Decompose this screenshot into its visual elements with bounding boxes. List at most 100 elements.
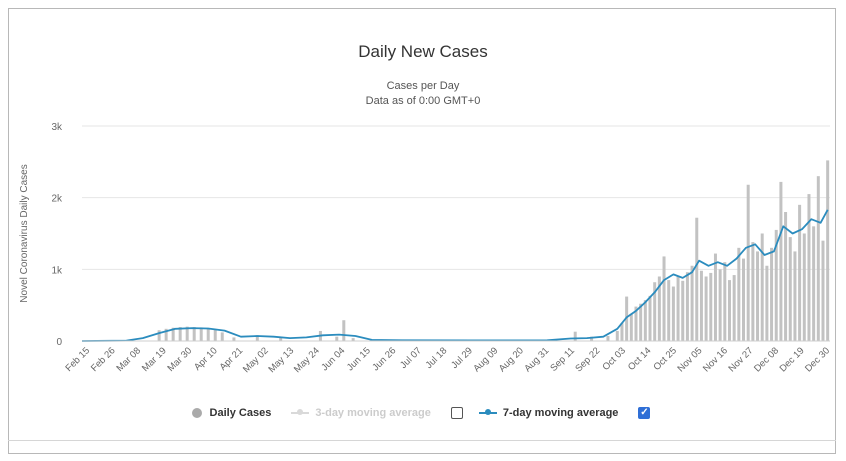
legend-3day-label: 3-day moving average bbox=[315, 407, 431, 419]
x-tick-label: Oct 03 bbox=[600, 345, 628, 373]
x-tick-label: May 13 bbox=[266, 345, 296, 375]
bar-daily-cases bbox=[667, 280, 671, 341]
bar-daily-cases bbox=[704, 276, 708, 341]
checkbox-3day-average[interactable] bbox=[450, 407, 463, 419]
bar-daily-cases bbox=[812, 226, 816, 341]
bar-daily-cases bbox=[685, 272, 689, 341]
bar-daily-cases bbox=[255, 335, 259, 341]
bar-daily-cases bbox=[681, 280, 685, 341]
y-axis-title: Novel Coronavirus Daily Cases bbox=[19, 164, 30, 302]
bar-daily-cases bbox=[695, 217, 699, 341]
x-tick-label: Jul 18 bbox=[424, 345, 450, 371]
bar-daily-cases bbox=[185, 326, 189, 341]
legend-daily-cases[interactable]: Daily Cases bbox=[191, 407, 272, 419]
bar-daily-cases bbox=[826, 160, 830, 341]
bar-daily-cases bbox=[615, 330, 619, 341]
x-tick-label: Aug 09 bbox=[471, 345, 500, 374]
x-tick-label: Oct 14 bbox=[626, 345, 654, 373]
bar-daily-cases bbox=[793, 251, 797, 341]
chart-subtitle: Cases per Day bbox=[386, 80, 460, 92]
bar-daily-cases bbox=[816, 176, 820, 341]
bar-daily-cases bbox=[206, 328, 210, 341]
x-tick-label: Jun 26 bbox=[370, 345, 398, 373]
checkbox-7day-average[interactable]: ✓ bbox=[638, 407, 651, 419]
legend: Daily Cases 3-day moving average 7-day m… bbox=[0, 402, 846, 424]
bar-daily-cases bbox=[657, 276, 661, 341]
bar-daily-cases bbox=[625, 296, 629, 341]
bar-daily-cases bbox=[676, 276, 680, 341]
bar-daily-cases bbox=[807, 194, 811, 341]
bar-daily-cases bbox=[232, 337, 236, 341]
legend-daily-cases-marker bbox=[191, 408, 202, 418]
bar-daily-cases bbox=[784, 212, 788, 341]
bar-daily-cases bbox=[718, 269, 722, 341]
bar-daily-cases bbox=[157, 330, 161, 341]
x-tick-label: May 24 bbox=[292, 345, 322, 375]
bar-daily-cases bbox=[727, 280, 731, 341]
bar-daily-cases bbox=[573, 331, 577, 341]
bar-daily-cases bbox=[220, 332, 224, 341]
bar-daily-cases bbox=[751, 242, 755, 341]
x-tick-label: Nov 16 bbox=[701, 345, 730, 374]
x-tick-label: Dec 08 bbox=[752, 345, 781, 374]
legend-7day-marker bbox=[478, 409, 497, 415]
x-tick-label: Nov 27 bbox=[726, 345, 755, 374]
x-tick-label: Feb 15 bbox=[63, 345, 92, 374]
chart-subtitle-date: Data as of 0:00 GMT+0 bbox=[365, 95, 481, 107]
bar-daily-cases bbox=[723, 262, 727, 341]
x-tick-label: Aug 20 bbox=[497, 345, 526, 374]
legend-7day-average[interactable]: 7-day moving average bbox=[478, 407, 619, 419]
x-tick-label: Jul 07 bbox=[398, 345, 424, 371]
x-tick-label: Jun 04 bbox=[319, 345, 347, 373]
x-tick-label: Apr 10 bbox=[192, 345, 220, 373]
x-tick-label: Feb 26 bbox=[89, 345, 118, 374]
bar-daily-cases bbox=[699, 270, 703, 341]
bar-daily-cases bbox=[737, 247, 741, 341]
x-tick-label: Mar 30 bbox=[166, 345, 195, 374]
bar-daily-cases bbox=[779, 181, 783, 341]
bar-daily-cases bbox=[643, 300, 647, 341]
x-tick-label: Dec 19 bbox=[778, 345, 807, 374]
x-tick-label: Nov 05 bbox=[675, 345, 704, 374]
bar-daily-cases bbox=[648, 295, 652, 341]
bar-daily-cases bbox=[629, 313, 633, 341]
bar-daily-cases bbox=[732, 275, 736, 341]
bar-daily-cases bbox=[709, 272, 713, 341]
bar-daily-cases bbox=[742, 258, 746, 341]
bar-daily-cases bbox=[756, 251, 760, 341]
bar-daily-cases bbox=[606, 335, 610, 341]
bar-daily-cases bbox=[335, 336, 339, 341]
y-tick-label: 1k bbox=[51, 265, 63, 276]
bar-daily-cases bbox=[171, 327, 175, 341]
bar-daily-cases bbox=[279, 337, 283, 341]
bar-daily-cases bbox=[746, 184, 750, 341]
x-tick-label: Oct 25 bbox=[651, 345, 679, 373]
legend-daily-cases-label: Daily Cases bbox=[209, 407, 272, 419]
x-tick-label: Mar 08 bbox=[114, 345, 143, 374]
x-tick-label: Dec 30 bbox=[803, 345, 832, 374]
bar-daily-cases bbox=[662, 256, 666, 341]
bar-daily-cases bbox=[798, 204, 802, 341]
legend-7day-label: 7-day moving average bbox=[502, 407, 619, 419]
bar-daily-cases bbox=[634, 306, 638, 341]
bar-daily-cases bbox=[690, 265, 694, 341]
check-icon: ✓ bbox=[640, 407, 649, 418]
legend-3day-average[interactable]: 3-day moving average bbox=[291, 407, 431, 419]
bar-daily-cases bbox=[770, 247, 774, 341]
bar-daily-cases bbox=[351, 338, 355, 341]
x-tick-label: Aug 31 bbox=[522, 345, 551, 374]
bar-daily-cases bbox=[213, 329, 217, 341]
legend-3day-marker bbox=[291, 409, 310, 415]
bar-daily-cases bbox=[192, 327, 196, 341]
line-7day-average bbox=[81, 209, 829, 342]
bar-daily-cases bbox=[199, 327, 203, 341]
bar-daily-cases bbox=[802, 233, 806, 341]
bar-daily-cases bbox=[653, 282, 657, 341]
chart-title: Daily New Cases bbox=[358, 42, 488, 61]
bar-daily-cases bbox=[821, 240, 825, 341]
bar-daily-cases bbox=[788, 237, 792, 341]
y-tick-label: 3k bbox=[51, 122, 63, 133]
container-bottom-divider bbox=[8, 440, 836, 455]
bar-daily-cases bbox=[774, 229, 778, 341]
